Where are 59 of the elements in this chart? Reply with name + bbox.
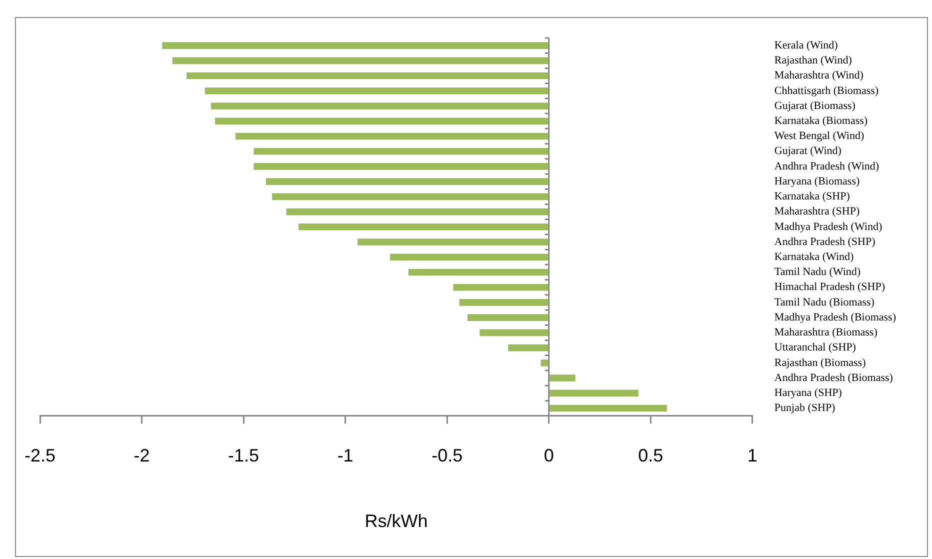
y-tick-label: Andhra Pradesh (SHP)	[774, 236, 876, 248]
bar	[235, 132, 548, 140]
x-tick-label: -2.5	[24, 446, 56, 466]
bar	[358, 238, 548, 246]
y-tick-label: Chhattisgarh (Biomass)	[774, 84, 879, 97]
bar	[254, 163, 548, 170]
bar	[453, 284, 548, 291]
y-tick-label: Haryana (SHP)	[774, 387, 842, 400]
x-tick-label: -2	[134, 446, 150, 466]
bar	[215, 118, 548, 125]
y-tick-label: Maharashtra (Biomass)	[774, 326, 878, 339]
y-tick-label: Maharashtra (Wind)	[774, 70, 864, 82]
bar	[186, 72, 548, 80]
y-tick-label: Himachal Pradesh (SHP)	[774, 281, 886, 294]
y-tick-label: Rajasthan (Biomass)	[774, 356, 866, 369]
bar	[550, 404, 667, 412]
y-tick-label: Karnataka (SHP)	[774, 190, 850, 203]
y-tick-label: Tamil Nadu (Wind)	[774, 266, 861, 278]
x-tick-label: 0.5	[638, 446, 664, 466]
x-tick-label: -1	[337, 446, 354, 466]
bar	[172, 57, 548, 64]
y-tick-label: Andhra Pradesh (Wind)	[774, 160, 880, 172]
y-tick-label: West Bengal (Wind)	[774, 130, 864, 142]
y-tick-label: Haryana (Biomass)	[774, 175, 860, 188]
y-tick-label: Punjab (SHP)	[774, 402, 836, 414]
bar	[254, 148, 548, 155]
y-tick-label: Tamil Nadu (Biomass)	[774, 296, 875, 308]
y-tick-label: Andhra Pradesh (Biomass)	[774, 372, 894, 384]
bar	[508, 344, 548, 352]
bar	[298, 224, 548, 230]
x-tick-label: -1.5	[228, 446, 260, 466]
y-tick-label: Madhya Pradesh (Biomass)	[774, 311, 896, 324]
bar	[459, 299, 548, 306]
bar	[286, 208, 548, 216]
x-tick-label: 0	[544, 446, 554, 466]
bar	[204, 87, 548, 94]
y-tick-label: Karnataka (Wind)	[774, 251, 854, 264]
y-tick-label: Karnataka (Biomass)	[774, 115, 868, 128]
x-axis-title: Rs/kWh	[364, 511, 428, 532]
bar	[390, 254, 548, 261]
y-tick-label: Gujarat (Wind)	[774, 145, 842, 158]
bar	[480, 329, 548, 336]
x-tick-label: 1	[747, 446, 758, 466]
y-tick-label: Rajasthan (Wind)	[774, 54, 852, 67]
bar	[550, 390, 638, 397]
y-tick-label: Maharashtra (SHP)	[774, 206, 860, 218]
y-tick-label: Gujarat (Biomass)	[774, 100, 856, 112]
bar	[162, 42, 548, 49]
y-tick-label: Kerala (Wind)	[774, 39, 838, 52]
bar	[408, 268, 548, 276]
bar	[540, 360, 548, 366]
bar	[467, 314, 548, 321]
bar	[272, 193, 548, 200]
x-tick-label: -0.5	[432, 446, 463, 466]
bar	[266, 178, 548, 185]
bar	[550, 374, 576, 382]
y-tick-label: Madhya Pradesh (Wind)	[774, 220, 882, 233]
y-tick-label: Uttaranchal (SHP)	[774, 342, 856, 354]
bar	[210, 102, 548, 110]
